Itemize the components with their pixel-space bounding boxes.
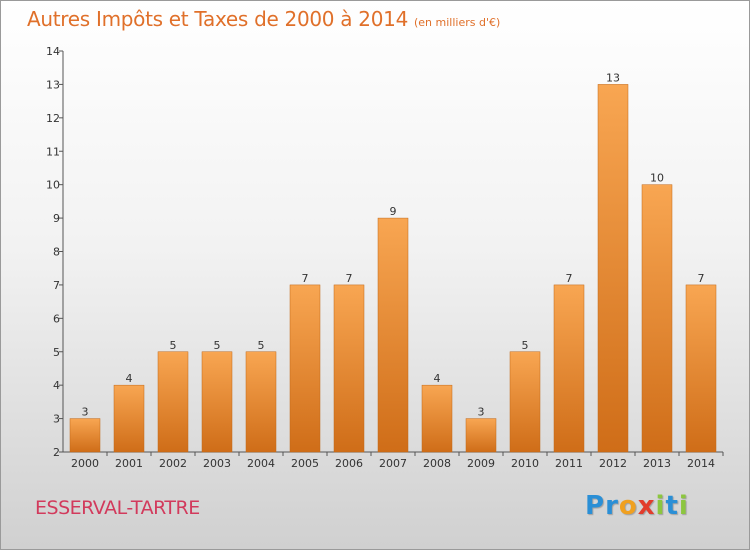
y-axis: 2 3 4 5 6 7 8 9 10 11 12 13 14 (46, 45, 64, 459)
data-label: 3 (82, 406, 89, 419)
y-tick-label: 5 (53, 346, 60, 359)
logo-letter: i (678, 491, 689, 521)
data-label: 13 (606, 71, 620, 84)
x-tick-label: 2013 (643, 457, 671, 470)
bar (553, 284, 585, 453)
data-labels: 3 4 5 5 5 7 7 9 4 3 5 7 13 10 7 (82, 71, 705, 418)
x-tick-label: 2008 (423, 457, 451, 470)
y-tick-label: 2 (53, 446, 60, 459)
data-label: 5 (214, 339, 221, 352)
y-tick-label: 11 (46, 145, 60, 158)
x-tick-label: 2014 (687, 457, 715, 470)
proxiti-logo[interactable]: Proxiti (585, 491, 689, 521)
y-tick-label: 14 (46, 45, 60, 58)
chart-title-text: Autres Impôts et Taxes de 2000 à 2014 (27, 7, 408, 31)
x-tick-label: 2002 (159, 457, 187, 470)
x-tick-label: 2011 (555, 457, 583, 470)
x-tick-label: 2009 (467, 457, 495, 470)
bars (69, 84, 717, 453)
data-label: 9 (390, 205, 397, 218)
bar (377, 217, 409, 453)
data-label: 4 (434, 372, 441, 385)
x-axis: 2000 2001 2002 2003 2004 2005 2006 2007 2008 2009… (63, 451, 724, 470)
logo-letter: i (655, 491, 666, 521)
bar (289, 284, 321, 453)
bar (685, 284, 717, 453)
data-label: 7 (346, 272, 353, 285)
y-tick-label: 8 (53, 246, 60, 259)
bar (509, 351, 541, 453)
x-tick-label: 2005 (291, 457, 319, 470)
bar (641, 184, 673, 453)
x-tick-label: 2010 (511, 457, 539, 470)
bar (421, 384, 453, 453)
x-tick-label: 2006 (335, 457, 363, 470)
data-label: 5 (170, 339, 177, 352)
y-tick-label: 9 (53, 212, 60, 225)
y-tick-label: 3 (53, 413, 60, 426)
y-tick-label: 7 (53, 279, 60, 292)
x-tick-label: 2012 (599, 457, 627, 470)
y-tick-label: 6 (53, 312, 60, 325)
y-tick-label: 10 (46, 179, 60, 192)
bar (113, 384, 145, 453)
x-tick-label: 2007 (379, 457, 407, 470)
y-tick-label: 13 (46, 78, 60, 91)
data-label: 4 (126, 372, 133, 385)
bar (465, 418, 497, 453)
bar (333, 284, 365, 453)
data-label: 7 (302, 272, 309, 285)
data-label: 3 (478, 406, 485, 419)
data-label: 7 (566, 272, 573, 285)
data-label: 5 (258, 339, 265, 352)
logo-letter: r (605, 491, 619, 521)
bar (69, 418, 101, 453)
bar (597, 84, 629, 453)
x-tick-label: 2004 (247, 457, 275, 470)
bar (245, 351, 277, 453)
chart-title: Autres Impôts et Taxes de 2000 à 2014 (en… (27, 7, 500, 31)
logo-letter: t (665, 491, 679, 521)
y-tick-label: 12 (46, 112, 60, 125)
bar (201, 351, 233, 453)
bar (157, 351, 189, 453)
data-label: 7 (698, 272, 705, 285)
x-tick-label: 2001 (115, 457, 143, 470)
y-tick-label: 4 (53, 379, 60, 392)
logo-letter: o (618, 491, 638, 521)
logo-letter: P (585, 491, 606, 521)
x-tick-label: 2000 (71, 457, 99, 470)
data-label: 5 (522, 339, 529, 352)
commune-name: ESSERVAL-TARTRE (35, 497, 200, 519)
x-tick-label: 2003 (203, 457, 231, 470)
logo-letter: x (637, 491, 656, 521)
chart-unit-label: (en milliers d'€) (414, 16, 501, 29)
data-label: 10 (650, 172, 664, 185)
